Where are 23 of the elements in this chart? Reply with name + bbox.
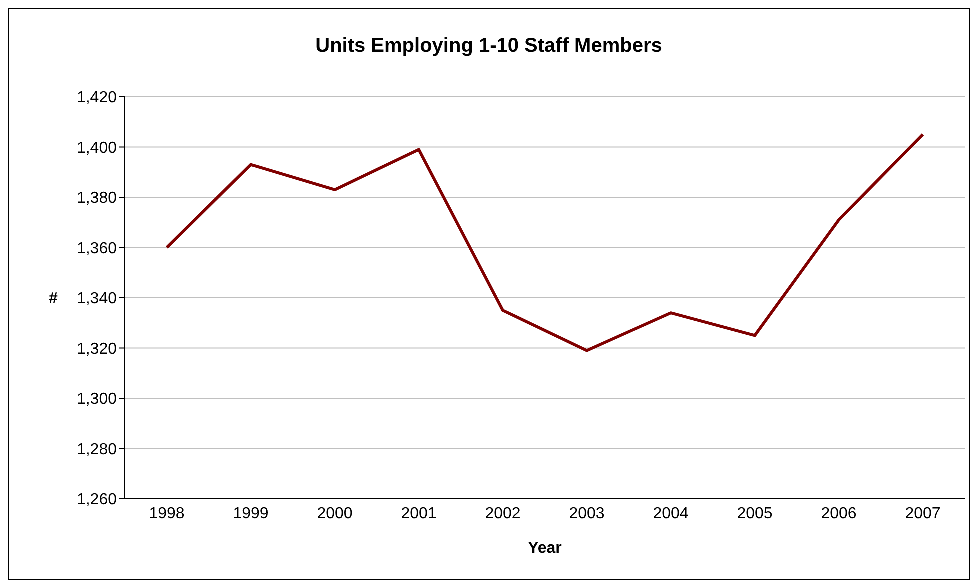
y-tick-label: 1,420 [76,90,118,107]
x-tick-label: 1999 [233,505,269,522]
y-tick-label: 1,380 [76,190,118,208]
y-tick-label: 1,280 [76,441,118,458]
x-tick-label: 2000 [317,505,353,522]
line-series [166,133,924,352]
x-tick-label: 2007 [905,505,941,522]
y-tick-label: 1,360 [76,240,118,258]
y-tick-label: 1,300 [76,391,118,408]
x-tick-label: 1998 [149,505,185,522]
x-tick-label: 2004 [653,505,689,522]
y-tick-label: 1,340 [76,290,118,308]
y-axis-title: # [49,290,58,308]
chart-title: Units Employing 1-10 Staff Members [314,35,664,58]
y-tick-label: 1,320 [76,340,118,358]
x-tick-label: 2001 [401,505,437,522]
y-tick-label: 1,260 [76,492,118,509]
y-tick-label: 1,400 [76,140,118,157]
x-tick-label: 2003 [569,505,605,522]
x-tick-label: 2006 [821,505,857,522]
x-tick-label: 2005 [737,505,773,522]
x-axis-title: Year [528,540,562,557]
x-tick-label: 2002 [485,505,521,522]
